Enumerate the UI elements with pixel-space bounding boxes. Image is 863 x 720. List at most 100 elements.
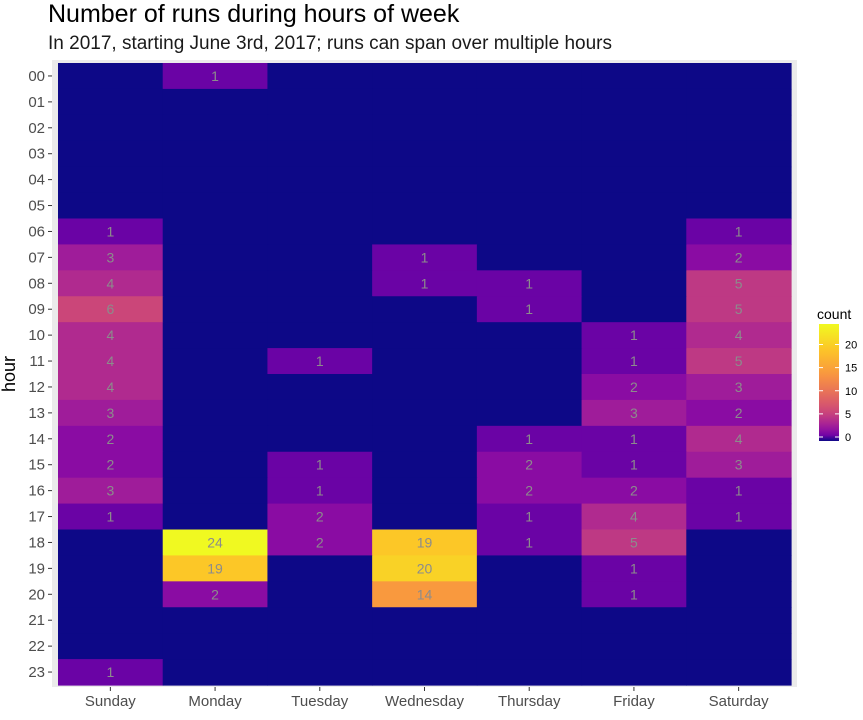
heatmap-cell	[476, 529, 583, 557]
heatmap-cell	[162, 451, 269, 479]
legend-tick-label: 20	[845, 340, 857, 352]
heatmap-cell	[581, 633, 687, 660]
cell-value-label: 1	[106, 223, 114, 239]
heatmap-cell	[581, 399, 687, 427]
cell-value-label: 5	[735, 353, 743, 369]
heatmap-cell	[267, 633, 373, 660]
heatmap-cell	[476, 555, 583, 582]
heatmap-cell	[267, 192, 373, 220]
heatmap-cell	[267, 218, 373, 246]
heatmap-cell	[58, 633, 164, 660]
heatmap-cell	[476, 607, 583, 634]
y-tick-label: 19	[28, 560, 45, 577]
heatmap-cell	[58, 659, 164, 686]
heatmap-cell	[58, 555, 164, 582]
cell-value-label: 3	[106, 483, 114, 499]
heatmap-cell	[372, 374, 478, 401]
heatmap-cell	[162, 244, 269, 271]
heatmap-cell	[581, 244, 687, 271]
heatmap-cell	[581, 451, 687, 479]
heatmap-cell	[162, 659, 269, 686]
heatmap-cell	[372, 270, 478, 297]
heatmap-cell	[58, 140, 164, 168]
heatmap-cell	[581, 374, 687, 401]
cell-value-label: 5	[735, 275, 743, 291]
heatmap-cell	[686, 425, 792, 453]
y-tick-label: 08	[28, 275, 45, 292]
heatmap-cell	[267, 581, 373, 608]
heatmap-cell	[372, 218, 478, 246]
y-tick-label: 22	[28, 638, 45, 655]
heatmap-cell	[267, 555, 373, 582]
heatmap-cell	[581, 503, 687, 531]
y-tick-label: 03	[28, 146, 45, 163]
cell-value-label: 1	[630, 327, 638, 343]
cell-value-label: 2	[106, 457, 114, 473]
legend-tick-label: 0	[845, 432, 851, 444]
y-axis-title: hour	[0, 356, 19, 392]
heatmap-cell	[686, 88, 792, 116]
cell-value-label: 1	[630, 560, 638, 576]
heatmap-cell	[162, 218, 269, 246]
heatmap-cell	[686, 581, 792, 608]
cell-value-label: 2	[316, 509, 324, 525]
heatmap-cell	[686, 451, 792, 479]
heatmap-cell	[581, 477, 687, 505]
heatmap-cell	[476, 425, 583, 453]
heatmap-cell	[372, 296, 478, 323]
heatmap-cell	[58, 296, 164, 323]
cell-value-label: 1	[735, 509, 743, 525]
heatmap-cell	[267, 659, 373, 686]
cell-value-label: 1	[525, 534, 533, 550]
cell-value-label: 19	[417, 534, 433, 550]
heatmap-cell	[267, 166, 373, 194]
heatmap-cell	[372, 140, 478, 168]
heatmap-cell	[162, 581, 269, 608]
y-tick-label: 18	[28, 534, 45, 551]
heatmap-cell	[267, 88, 373, 116]
heatmap-cell	[372, 477, 478, 505]
cell-value-label: 4	[630, 509, 638, 525]
heatmap-cell	[372, 451, 478, 479]
y-tick-label: 07	[28, 249, 45, 266]
heatmap-cell	[267, 477, 373, 505]
x-tick-label: Tuesday	[291, 693, 348, 710]
legend-colorbar	[819, 324, 839, 441]
heatmap-cell	[162, 477, 269, 505]
cell-value-label: 3	[630, 405, 638, 421]
cell-value-label: 3	[735, 457, 743, 473]
cell-value-label: 4	[106, 327, 114, 343]
heatmap-cell	[581, 555, 687, 582]
legend-tick-label: 10	[845, 386, 857, 398]
cell-value-label: 1	[630, 586, 638, 602]
heatmap-cell	[58, 63, 164, 90]
x-tick-label: Wednesday	[385, 693, 464, 710]
y-tick-label: 04	[28, 172, 45, 189]
heatmap-cell	[581, 192, 687, 220]
cell-value-label: 1	[421, 249, 429, 265]
heatmap-cell	[267, 607, 373, 634]
y-tick-label: 00	[28, 68, 45, 85]
heatmap-cell	[58, 270, 164, 297]
cell-value-label: 2	[316, 534, 324, 550]
heatmap-cell	[58, 529, 164, 557]
cell-value-label: 1	[735, 223, 743, 239]
cell-value-label: 14	[417, 586, 433, 602]
heatmap-cell	[686, 399, 792, 427]
heatmap-cell	[476, 218, 583, 246]
y-tick-label: 20	[28, 586, 45, 603]
heatmap-cell	[581, 88, 687, 116]
cell-value-label: 2	[630, 379, 638, 395]
heatmap-cells	[58, 63, 792, 686]
heatmap-cell	[686, 477, 792, 505]
heatmap-cell	[476, 503, 583, 531]
cell-value-label: 2	[525, 483, 533, 499]
y-tick-label: 02	[28, 120, 45, 137]
heatmap-cell	[372, 63, 478, 90]
heatmap-cell	[58, 192, 164, 220]
x-axis-ticks: Sunday Monday Tuesday Wednesday Thursday Frid…	[85, 687, 769, 710]
y-tick-label: 17	[28, 509, 45, 526]
cell-value-label: 1	[630, 431, 638, 447]
heatmap-cell	[686, 63, 792, 90]
heatmap-cell	[476, 88, 583, 116]
